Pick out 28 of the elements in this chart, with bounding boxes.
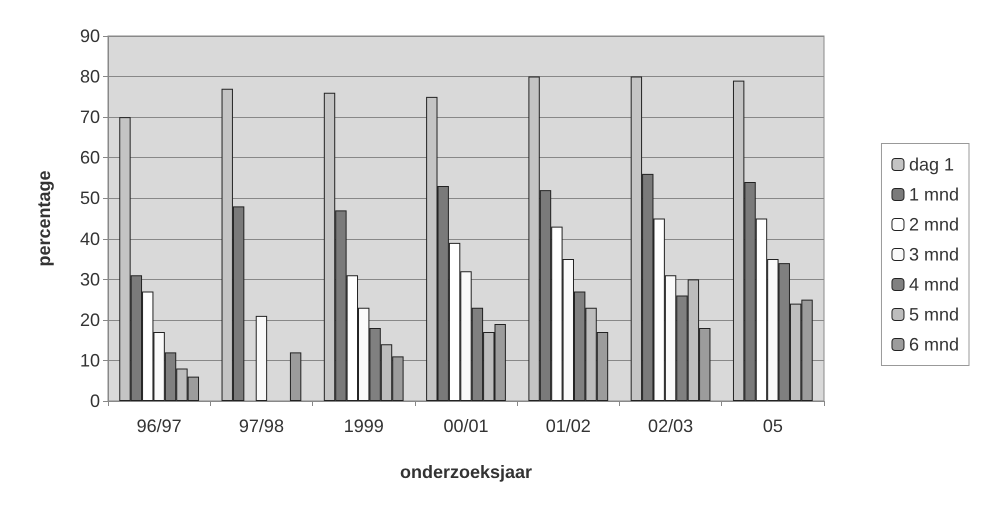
x-tick-label: 01/02	[546, 416, 591, 436]
legend-label: 3 mnd	[908, 244, 960, 264]
legend-label: 6 mnd	[908, 334, 960, 354]
y-tick-label: 30	[80, 269, 100, 290]
y-tick-label: 80	[80, 66, 100, 87]
y-tick-label: 10	[80, 350, 100, 370]
x-tick-label: 1999	[344, 416, 384, 436]
y-tick-label: 20	[80, 310, 100, 330]
y-tick-label: 50	[80, 188, 100, 208]
y-axis-title: percentage	[34, 170, 54, 267]
legend-label: 2 mnd	[908, 214, 960, 234]
x-tick-label: 00/01	[443, 416, 489, 436]
y-tick-label: 0	[90, 391, 100, 411]
x-tick-label: 05	[762, 416, 783, 436]
x-tick-label: 97/98	[238, 416, 284, 436]
y-tick-label: 70	[80, 107, 100, 128]
x-axis-title: onderzoeksjaar	[400, 462, 532, 482]
legend-label: 1 mnd	[908, 184, 960, 204]
y-tick-label: 90	[80, 26, 100, 46]
legend-label: 4 mnd	[908, 274, 960, 294]
legend-label: dag 1	[908, 154, 954, 174]
y-tick-label: 40	[80, 228, 100, 249]
x-tick-label: 96/97	[136, 416, 182, 436]
legend-label: 5 mnd	[908, 304, 960, 324]
x-tick-label: 02/03	[648, 416, 694, 436]
bar	[256, 316, 268, 401]
bar	[290, 352, 302, 401]
y-tick-label: 60	[80, 148, 100, 168]
